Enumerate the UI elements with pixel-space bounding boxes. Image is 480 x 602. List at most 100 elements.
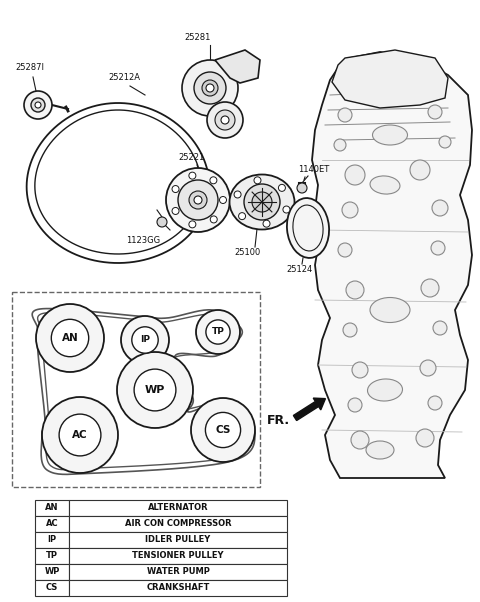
Text: WP: WP: [145, 385, 165, 395]
Circle shape: [402, 67, 418, 83]
Text: 25281: 25281: [185, 33, 211, 42]
Circle shape: [24, 91, 52, 119]
Ellipse shape: [229, 175, 295, 229]
Circle shape: [431, 241, 445, 255]
Circle shape: [132, 327, 158, 353]
Circle shape: [219, 196, 227, 203]
Circle shape: [221, 116, 229, 124]
Ellipse shape: [287, 198, 329, 258]
Text: ALTERNATOR: ALTERNATOR: [148, 503, 208, 512]
Circle shape: [191, 398, 255, 462]
Text: TP: TP: [46, 551, 58, 560]
Circle shape: [206, 84, 214, 92]
Circle shape: [134, 369, 176, 411]
Circle shape: [194, 196, 202, 204]
Circle shape: [31, 98, 45, 112]
Circle shape: [207, 102, 243, 138]
Circle shape: [189, 221, 196, 228]
Text: 25221: 25221: [179, 153, 205, 162]
Circle shape: [210, 216, 217, 223]
Circle shape: [172, 185, 179, 193]
Bar: [69, 564, 287, 580]
Text: IDLER PULLEY: IDLER PULLEY: [145, 536, 211, 544]
Text: CRANKSHAFT: CRANKSHAFT: [146, 583, 210, 592]
Circle shape: [166, 168, 230, 232]
Circle shape: [254, 177, 261, 184]
Circle shape: [297, 183, 307, 193]
Circle shape: [189, 172, 196, 179]
Circle shape: [345, 165, 365, 185]
Ellipse shape: [372, 125, 408, 145]
Polygon shape: [215, 50, 260, 83]
Text: AIR CON COMPRESSOR: AIR CON COMPRESSOR: [125, 520, 231, 529]
Circle shape: [189, 191, 207, 209]
Text: WP: WP: [44, 568, 60, 577]
Ellipse shape: [370, 176, 400, 194]
Circle shape: [278, 184, 286, 191]
Circle shape: [239, 213, 246, 220]
Text: 25212A: 25212A: [108, 73, 140, 82]
Circle shape: [338, 243, 352, 257]
Circle shape: [439, 136, 451, 148]
Circle shape: [35, 102, 41, 108]
Text: 1123GG: 1123GG: [126, 236, 160, 245]
Circle shape: [410, 160, 430, 180]
Bar: [69, 516, 287, 532]
Circle shape: [194, 72, 226, 104]
Text: AC: AC: [46, 520, 58, 529]
Circle shape: [157, 217, 167, 227]
Text: FR.: FR.: [267, 414, 290, 426]
Circle shape: [416, 429, 434, 447]
Circle shape: [351, 431, 369, 449]
Circle shape: [346, 281, 364, 299]
Bar: [35, 500, 69, 516]
Circle shape: [205, 412, 240, 448]
Bar: [35, 516, 69, 532]
Bar: [35, 532, 69, 548]
Circle shape: [433, 321, 447, 335]
Circle shape: [420, 360, 436, 376]
Circle shape: [428, 396, 442, 410]
Circle shape: [432, 200, 448, 216]
Circle shape: [172, 208, 179, 214]
Circle shape: [36, 304, 104, 372]
Bar: [35, 548, 69, 564]
Circle shape: [338, 108, 352, 122]
Text: AC: AC: [72, 430, 88, 440]
Text: IP: IP: [48, 536, 57, 544]
Polygon shape: [312, 52, 472, 478]
Circle shape: [42, 397, 118, 473]
Bar: [35, 580, 69, 596]
Text: AN: AN: [61, 333, 78, 343]
Bar: [69, 500, 287, 516]
Circle shape: [352, 72, 368, 88]
Text: IP: IP: [140, 335, 150, 344]
Circle shape: [215, 110, 235, 130]
Circle shape: [59, 414, 101, 456]
Circle shape: [210, 177, 217, 184]
Circle shape: [196, 310, 240, 354]
Circle shape: [202, 80, 218, 96]
Ellipse shape: [366, 441, 394, 459]
Bar: [69, 532, 287, 548]
Circle shape: [244, 184, 280, 220]
Circle shape: [428, 105, 442, 119]
Circle shape: [206, 320, 230, 344]
Circle shape: [283, 206, 290, 213]
Circle shape: [178, 180, 218, 220]
Text: TENSIONER PULLEY: TENSIONER PULLEY: [132, 551, 224, 560]
Polygon shape: [332, 50, 448, 108]
Text: 1140ET: 1140ET: [298, 165, 329, 174]
Bar: [69, 548, 287, 564]
Text: AN: AN: [45, 503, 59, 512]
Circle shape: [348, 398, 362, 412]
Circle shape: [234, 191, 241, 198]
Circle shape: [51, 319, 89, 357]
Circle shape: [342, 202, 358, 218]
Circle shape: [121, 316, 169, 364]
Circle shape: [263, 220, 270, 227]
Circle shape: [421, 279, 439, 297]
Circle shape: [182, 60, 238, 116]
Ellipse shape: [368, 379, 403, 401]
Circle shape: [352, 362, 368, 378]
